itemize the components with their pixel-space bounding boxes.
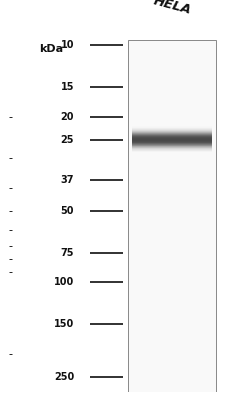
Text: 250: 250 — [54, 372, 74, 382]
Bar — [128, 40, 217, 392]
Text: 50: 50 — [61, 206, 74, 216]
Text: 75: 75 — [61, 248, 74, 258]
Text: kDa: kDa — [39, 44, 63, 54]
Text: 10: 10 — [61, 40, 74, 50]
Text: 150: 150 — [54, 319, 74, 329]
Text: 37: 37 — [61, 175, 74, 185]
Text: 15: 15 — [61, 82, 74, 92]
Text: 25: 25 — [61, 135, 74, 145]
Text: 20: 20 — [61, 112, 74, 122]
Text: HELA: HELA — [152, 0, 192, 17]
Text: 100: 100 — [54, 277, 74, 287]
